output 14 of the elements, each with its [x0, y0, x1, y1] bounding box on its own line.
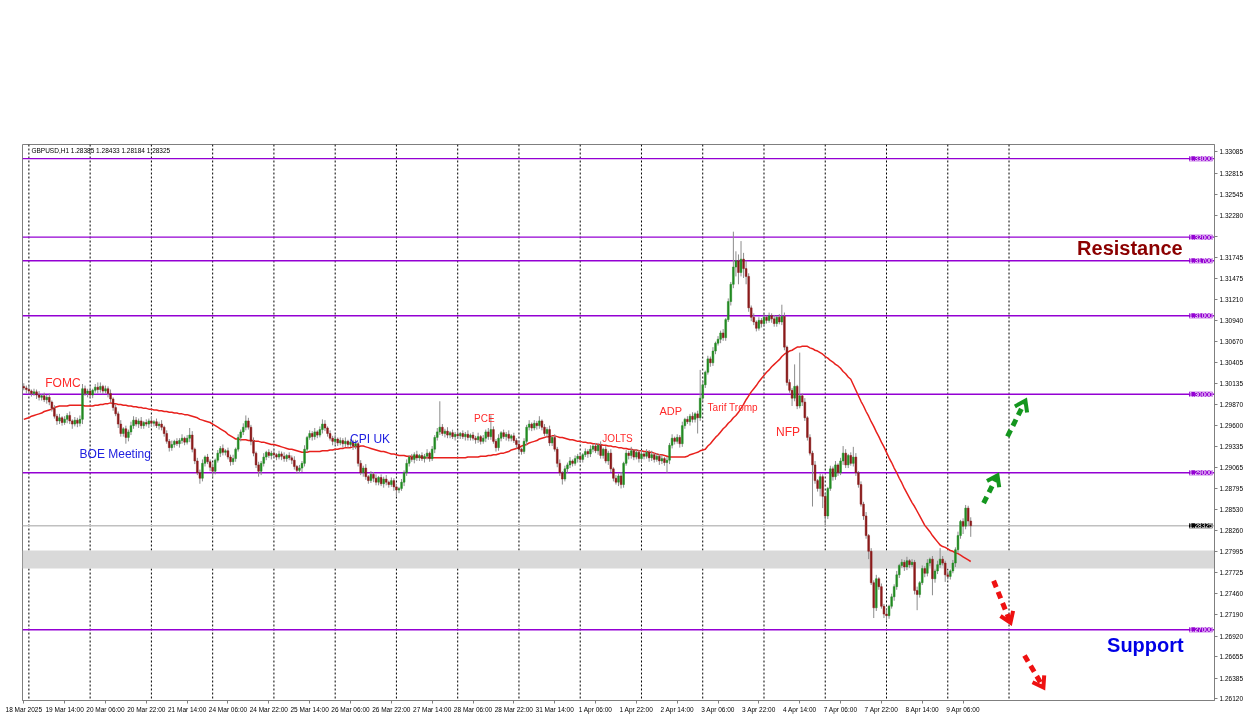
candlestick: [328, 429, 332, 442]
annotation: BOE Meeting: [79, 446, 151, 461]
annotation: JOLTS: [602, 432, 634, 444]
annotation: NFP: [776, 425, 801, 440]
annotation: Resistance: [1077, 237, 1183, 260]
annotation: CPI UK: [350, 431, 391, 446]
candlestick: [793, 363, 796, 402]
annotation: Support: [1107, 634, 1185, 657]
annotation: ADP: [659, 404, 683, 417]
candlestick: [201, 458, 204, 482]
annotation: PCE: [474, 413, 495, 424]
line-series: [23, 345, 972, 563]
candlestick: [964, 504, 967, 530]
annotation: FOMC: [45, 375, 81, 390]
